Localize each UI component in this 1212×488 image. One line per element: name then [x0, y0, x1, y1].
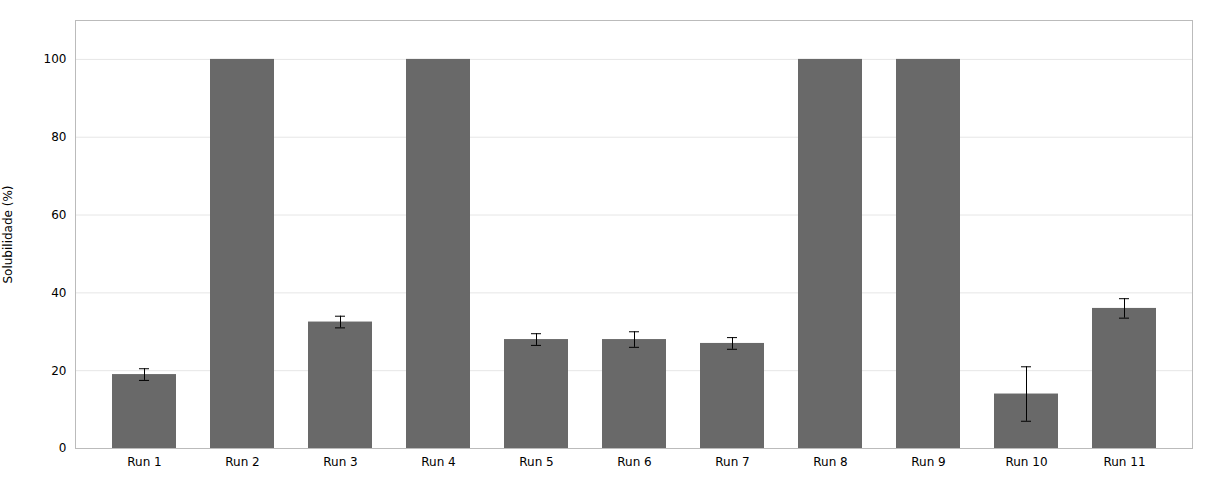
svg-text:0: 0	[59, 441, 67, 455]
svg-text:100: 100	[44, 52, 67, 66]
svg-text:Run 10: Run 10	[1005, 455, 1047, 469]
svg-text:Run 1: Run 1	[127, 455, 161, 469]
svg-text:Run 2: Run 2	[225, 455, 259, 469]
svg-text:Run 5: Run 5	[519, 455, 553, 469]
svg-text:Run 4: Run 4	[421, 455, 455, 469]
svg-text:Run 9: Run 9	[911, 455, 945, 469]
svg-text:Solubilidade (%): Solubilidade (%)	[1, 185, 15, 283]
svg-text:Run 11: Run 11	[1103, 455, 1145, 469]
svg-text:Run 3: Run 3	[323, 455, 357, 469]
svg-text:60: 60	[51, 208, 66, 222]
svg-text:Run 7: Run 7	[715, 455, 749, 469]
svg-text:40: 40	[51, 286, 66, 300]
svg-text:20: 20	[51, 364, 66, 378]
svg-text:Run 8: Run 8	[813, 455, 847, 469]
svg-text:80: 80	[51, 130, 66, 144]
svg-text:Run 6: Run 6	[617, 455, 651, 469]
